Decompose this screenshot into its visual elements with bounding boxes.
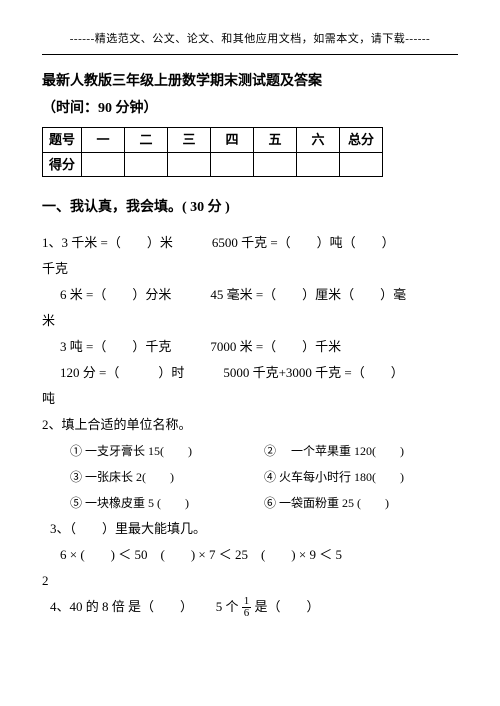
td-label: 得分 (43, 152, 82, 176)
question-1d: 120 分 =（ ）时 5000 千克+3000 千克 =（ ） (42, 360, 458, 386)
td-cell (211, 152, 254, 176)
td-cell (254, 152, 297, 176)
question-4b-pre: 5 个 (216, 599, 239, 614)
question-2-row2: ③ 一张床长 2( ) ④ 火车每小时行 180( ) (42, 464, 458, 490)
th-col: 二 (125, 128, 168, 152)
question-4: 4、40 的 8 倍 是（ ） 5 个 1 6 是（ ） (42, 594, 458, 620)
th-label: 题号 (43, 128, 82, 152)
fraction-numerator: 1 (242, 596, 252, 608)
question-1a: 1、3 千米 =（ ）米 6500 千克 =（ ）吨（ ） (42, 230, 458, 256)
th-col: 四 (211, 128, 254, 152)
question-1a-tail: 千克 (42, 256, 458, 282)
question-4a: 4、40 的 8 倍 是（ ） (50, 599, 193, 614)
question-2-5: ⑤ 一块橡皮重 5 ( ) (70, 490, 264, 516)
question-3-line: 6 × ( ) ＜ 50 ( ) × 7 ＜ 25 ( ) × 9 ＜ 5 (42, 542, 458, 568)
question-2-3: ③ 一张床长 2( ) (70, 464, 264, 490)
th-col: 一 (82, 128, 125, 152)
question-1c: 3 吨 =（ ）千克 7000 米 =（ ）千米 (42, 334, 458, 360)
section-heading-1: 一、我认真，我会填。( 30 分 ) (42, 195, 458, 220)
table-row: 得分 (43, 152, 383, 176)
header-watermark: ------精选范文、公文、论文、和其他应用文档，如需本文，请下载------ (42, 30, 458, 50)
question-2-2: ② 一个苹果重 120( ) (264, 438, 458, 464)
td-cell (340, 152, 383, 176)
td-cell (125, 152, 168, 176)
question-1d-tail: 吨 (42, 386, 458, 412)
th-col: 三 (168, 128, 211, 152)
score-table: 题号 一 二 三 四 五 六 总分 得分 (42, 127, 383, 177)
question-2-4: ④ 火车每小时行 180( ) (264, 464, 458, 490)
question-2-row3: ⑤ 一块橡皮重 5 ( ) ⑥ 一袋面粉重 25 ( ) (42, 490, 458, 516)
th-total: 总分 (340, 128, 383, 152)
fraction-1-6: 1 6 (242, 596, 252, 619)
question-1b: 6 米 =（ ）分米 45 毫米 =（ ）厘米（ ）毫 (42, 282, 458, 308)
table-row: 题号 一 二 三 四 五 六 总分 (43, 128, 383, 152)
th-col: 五 (254, 128, 297, 152)
th-col: 六 (297, 128, 340, 152)
doc-title: 最新人教版三年级上册数学期末测试题及答案 (42, 69, 458, 94)
question-3-tail: 2 (42, 568, 458, 594)
td-cell (82, 152, 125, 176)
question-4b-post: 是（ ） (255, 599, 320, 614)
question-2-1: ① 一支牙膏长 15( ) (70, 438, 264, 464)
td-cell (297, 152, 340, 176)
question-2-6: ⑥ 一袋面粉重 25 ( ) (264, 490, 458, 516)
question-1b-tail: 米 (42, 308, 458, 334)
fraction-denominator: 6 (242, 608, 252, 619)
question-3: 3、（ ）里最大能填几。 (42, 516, 458, 542)
question-2: 2、填上合适的单位名称。 (42, 412, 458, 438)
td-cell (168, 152, 211, 176)
header-divider (42, 54, 458, 55)
question-2-row1: ① 一支牙膏长 15( ) ② 一个苹果重 120( ) (42, 438, 458, 464)
doc-subtitle: （时间：90 分钟） (42, 96, 458, 121)
